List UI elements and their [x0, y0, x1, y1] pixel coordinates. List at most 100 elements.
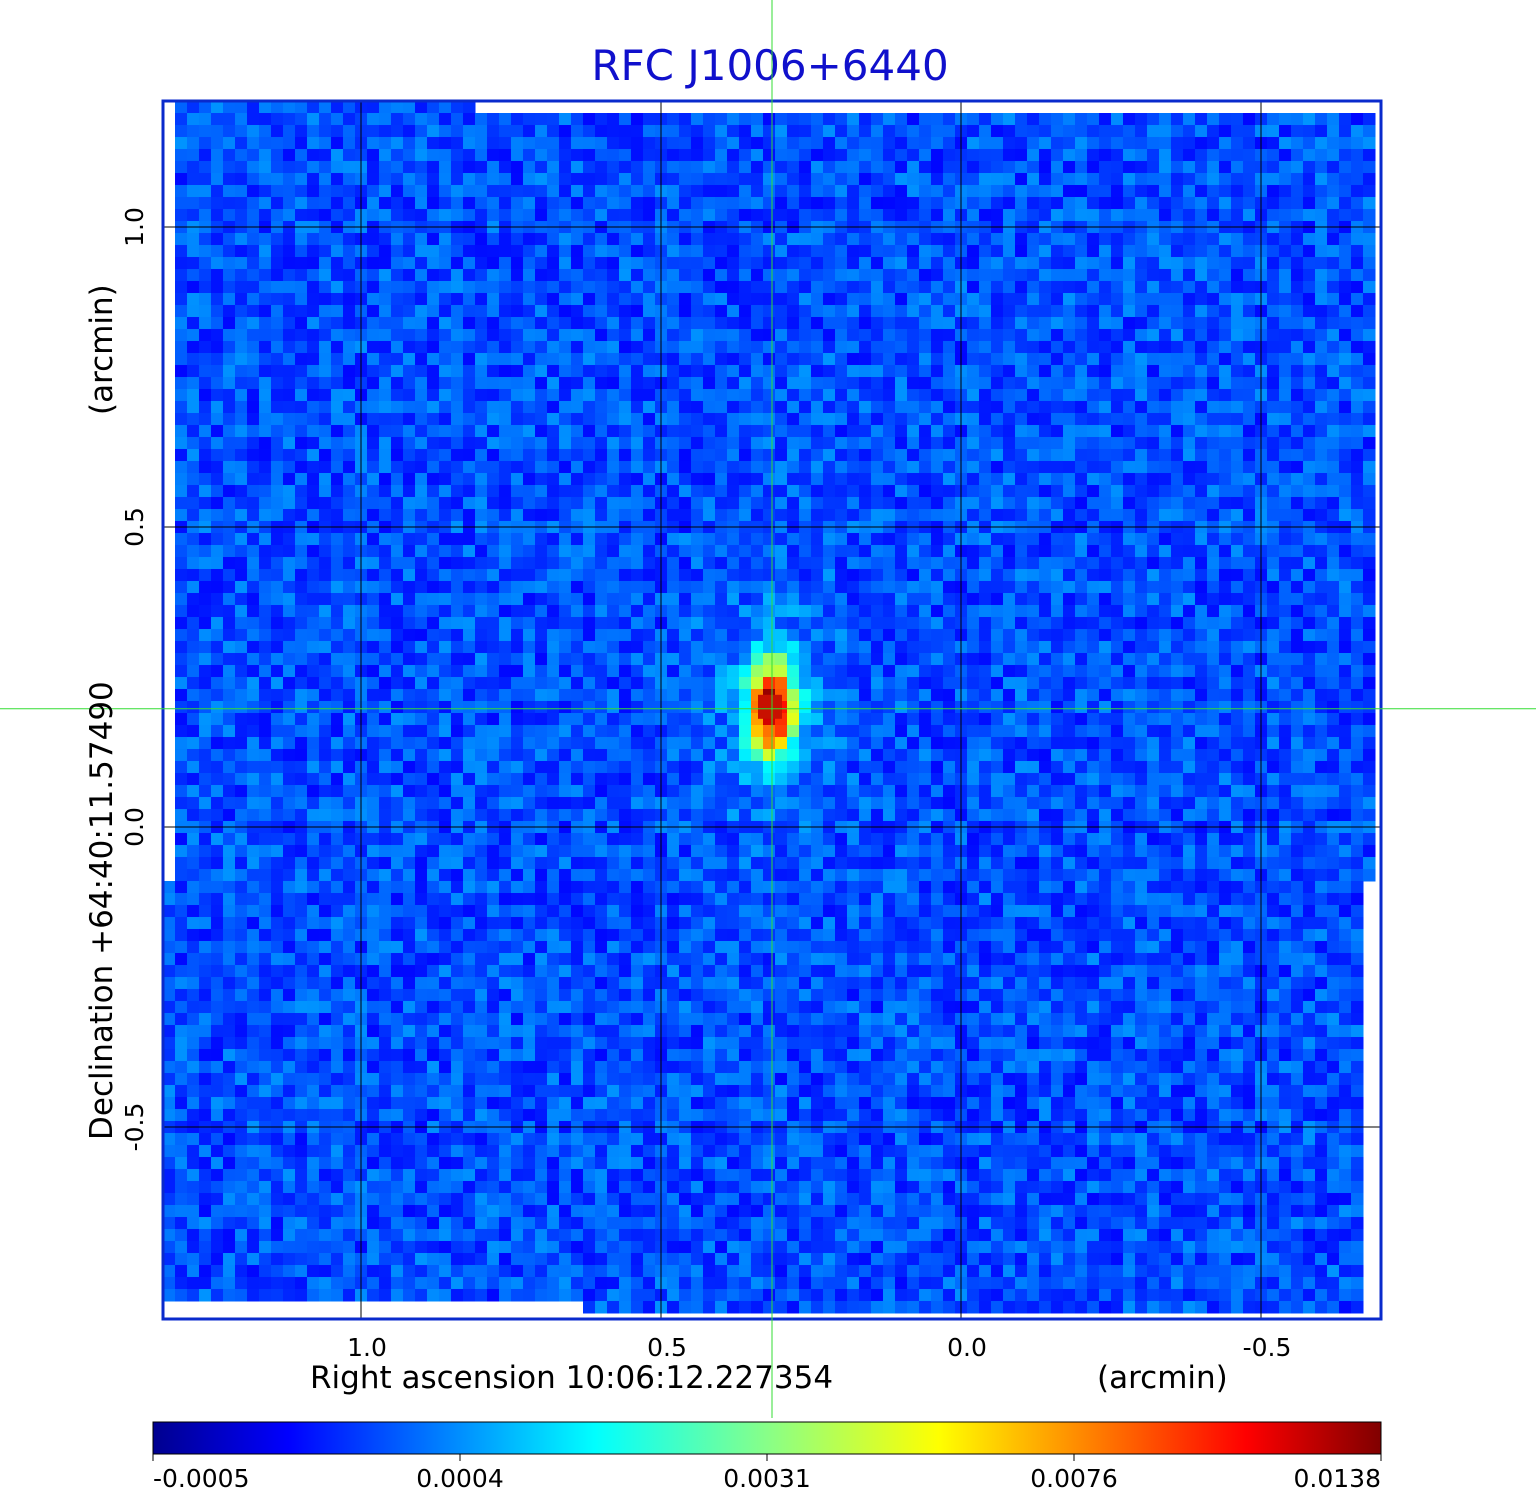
heatmap-pixel [295, 461, 308, 474]
heatmap-pixel [1003, 293, 1016, 306]
heatmap-pixel [1243, 137, 1256, 150]
heatmap-pixel [451, 617, 464, 630]
heatmap-pixel [319, 113, 332, 126]
heatmap-pixel [307, 617, 320, 630]
heatmap-pixel [211, 605, 224, 618]
heatmap-pixel [1219, 269, 1232, 282]
heatmap-pixel [967, 497, 980, 510]
heatmap-pixel [1195, 557, 1208, 570]
heatmap-pixel [1051, 689, 1064, 702]
heatmap-pixel [1123, 557, 1136, 570]
heatmap-pixel [187, 341, 200, 354]
heatmap-pixel [859, 125, 872, 138]
heatmap-pixel [1171, 629, 1184, 642]
heatmap-pixel [847, 341, 860, 354]
heatmap-pixel [703, 341, 716, 354]
heatmap-pixel [667, 173, 680, 186]
heatmap-pixel [619, 161, 632, 174]
heatmap-pixel [1291, 233, 1304, 246]
heatmap-pixel [1051, 245, 1064, 258]
heatmap-pixel [1003, 425, 1016, 438]
heatmap-pixel [499, 413, 512, 426]
heatmap-pixel [415, 593, 428, 606]
heatmap-pixel [991, 305, 1004, 318]
heatmap-pixel [931, 653, 944, 666]
heatmap-pixel [451, 557, 464, 570]
heatmap-pixel [511, 233, 524, 246]
heatmap-pixel [475, 497, 488, 510]
heatmap-pixel [343, 329, 356, 342]
heatmap-pixel [223, 665, 236, 678]
heatmap-pixel [1363, 425, 1376, 438]
heatmap-pixel [1111, 605, 1124, 618]
heatmap-pixel [319, 377, 332, 390]
heatmap-pixel [439, 209, 452, 222]
heatmap-pixel [931, 353, 944, 366]
heatmap-pixel [739, 233, 752, 246]
heatmap-pixel [439, 233, 452, 246]
heatmap-pixel [715, 653, 728, 666]
heatmap-pixel [667, 377, 680, 390]
heatmap-pixel [379, 161, 392, 174]
heatmap-pixel [211, 317, 224, 330]
heatmap-pixel [1171, 197, 1184, 210]
heatmap-pixel [1327, 413, 1340, 426]
heatmap-pixel [235, 665, 248, 678]
heatmap-pixel [1327, 365, 1340, 378]
heatmap-pixel [1303, 461, 1316, 474]
heatmap-pixel [979, 305, 992, 318]
heatmap-pixel [1039, 185, 1052, 198]
heatmap-pixel [967, 545, 980, 558]
heatmap-pixel [1123, 329, 1136, 342]
heatmap-pixel [943, 413, 956, 426]
heatmap-pixel [547, 161, 560, 174]
heatmap-pixel [739, 341, 752, 354]
heatmap-pixel [571, 593, 584, 606]
heatmap-pixel [367, 437, 380, 450]
heatmap-pixel [1339, 557, 1352, 570]
heatmap-pixel [331, 545, 344, 558]
heatmap-pixel [1171, 341, 1184, 354]
heatmap-pixel [1291, 413, 1304, 426]
heatmap-pixel [859, 173, 872, 186]
heatmap-pixel [1351, 137, 1364, 150]
heatmap-pixel [475, 257, 488, 270]
heatmap-pixel [1015, 245, 1028, 258]
heatmap-pixel [451, 689, 464, 702]
heatmap-pixel [1147, 581, 1160, 594]
heatmap-pixel [667, 653, 680, 666]
heatmap-pixel [439, 365, 452, 378]
heatmap-pixel [1315, 413, 1328, 426]
heatmap-pixel [1015, 233, 1028, 246]
heatmap-pixel [739, 629, 752, 642]
heatmap-pixel [895, 485, 908, 498]
heatmap-pixel [991, 329, 1004, 342]
heatmap-pixel [739, 185, 752, 198]
heatmap-pixel [1351, 209, 1364, 222]
heatmap-pixel [835, 353, 848, 366]
heatmap-pixel [931, 125, 944, 138]
heatmap-pixel [319, 509, 332, 522]
heatmap-pixel [475, 557, 488, 570]
heatmap-pixel [283, 629, 296, 642]
heatmap-pixel [1171, 533, 1184, 546]
heatmap-pixel [1051, 317, 1064, 330]
heatmap-pixel [547, 629, 560, 642]
heatmap-pixel [391, 101, 404, 114]
heatmap-pixel [415, 653, 428, 666]
heatmap-pixel [739, 509, 752, 522]
heatmap-pixel [691, 125, 704, 138]
heatmap-pixel [235, 113, 248, 126]
heatmap-pixel [1123, 353, 1136, 366]
heatmap-pixel [547, 329, 560, 342]
heatmap-pixel [211, 113, 224, 126]
heatmap-pixel [463, 701, 476, 714]
heatmap-pixel [475, 689, 488, 702]
heatmap-pixel [259, 545, 272, 558]
heatmap-pixel [1351, 689, 1364, 702]
heatmap-pixel [1099, 461, 1112, 474]
heatmap-pixel [511, 245, 524, 258]
heatmap-pixel [1219, 437, 1232, 450]
heatmap-pixel [547, 257, 560, 270]
heatmap-pixel [1027, 569, 1040, 582]
